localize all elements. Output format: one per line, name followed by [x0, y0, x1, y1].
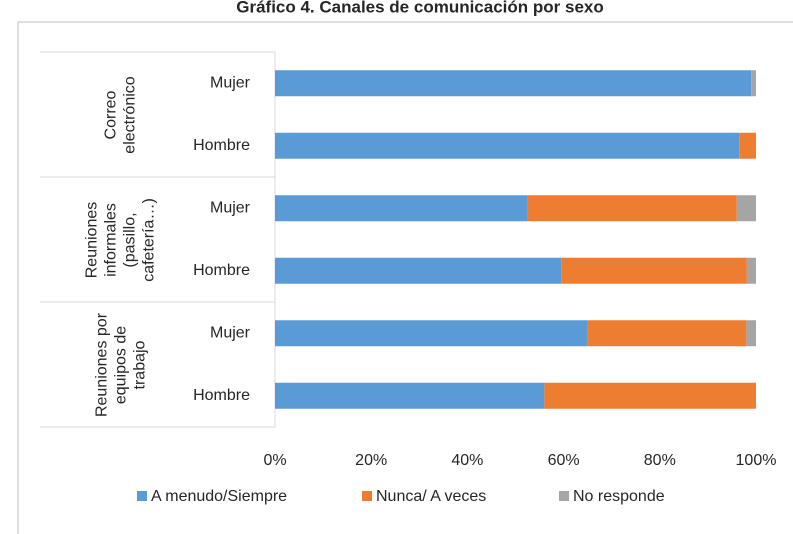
bar: [746, 320, 756, 347]
group-label: Correo electrónico: [102, 75, 138, 154]
bar: [527, 195, 737, 222]
legend-swatch: [137, 491, 147, 501]
bar: [561, 257, 747, 284]
legend-label: A menudo/Siempre: [151, 488, 287, 505]
group-label: Reuniones informales (pasillo, cafetería…: [83, 197, 157, 282]
bar: [275, 382, 545, 409]
bar: [275, 132, 740, 159]
bar: [544, 382, 756, 409]
x-tick-label: 0%: [263, 452, 286, 469]
x-tick-label: 60%: [548, 452, 580, 469]
chart-title: Gráfico 4. Canales de comunicación por s…: [236, 0, 604, 16]
legend-swatch: [559, 491, 569, 501]
bar: [275, 320, 588, 347]
y-tick-label: Mujer: [210, 324, 251, 341]
bar: [275, 257, 562, 284]
bar: [739, 132, 756, 159]
y-tick-label: Hombre: [193, 262, 250, 279]
y-tick-label: Mujer: [210, 74, 251, 91]
x-tick-label: 40%: [451, 452, 483, 469]
bar: [275, 70, 752, 97]
x-tick-label: 100%: [736, 452, 777, 469]
bar: [275, 195, 528, 222]
bar: [746, 257, 756, 284]
legend-label: No responde: [573, 488, 665, 505]
bar: [736, 195, 756, 222]
y-tick-label: Mujer: [210, 199, 251, 216]
x-tick-label: 80%: [644, 452, 676, 469]
bar: [587, 320, 747, 347]
legend-swatch: [362, 491, 372, 501]
y-tick-label: Hombre: [193, 137, 250, 154]
legend-label: Nunca/ A veces: [376, 488, 486, 505]
group-label: Reuniones por equipos de trabajo: [92, 312, 148, 417]
chart-frame: [17, 21, 793, 534]
x-tick-label: 20%: [355, 452, 387, 469]
bar: [751, 70, 756, 97]
y-tick-label: Hombre: [193, 387, 250, 404]
